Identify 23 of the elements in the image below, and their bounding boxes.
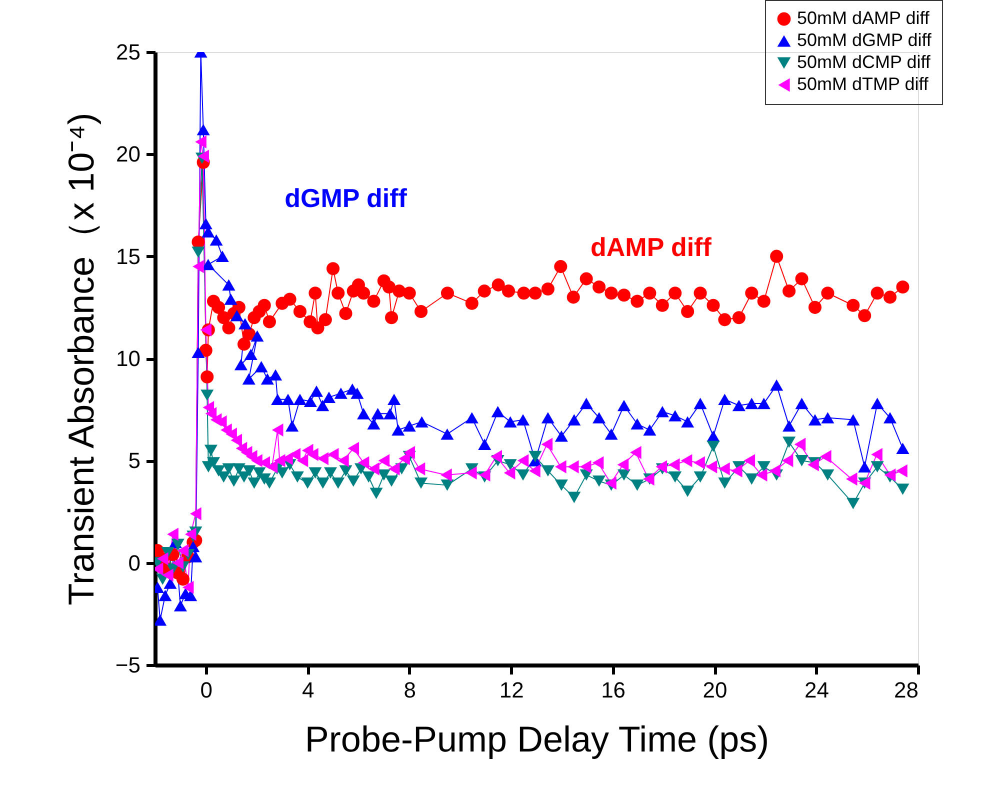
- x-tick-label: 28: [894, 678, 918, 702]
- x-tick-label: 24: [804, 678, 830, 702]
- annotation: dAMP diff: [590, 232, 712, 262]
- y-tick-label: 10: [116, 346, 140, 371]
- x-tick-label: 8: [404, 678, 416, 702]
- y-tick-label: 15: [116, 244, 140, 269]
- y-tick-label: −5: [115, 652, 140, 678]
- x-tick-label: 20: [702, 678, 728, 702]
- legend-label: 50mM dTMP diff: [797, 74, 930, 94]
- y-tick-label: 0: [128, 550, 140, 576]
- y-tick-label: 5: [128, 448, 140, 474]
- x-tick-label: 4: [302, 678, 314, 702]
- x-tick-label: 0: [200, 678, 212, 702]
- x-tick-label: 12: [499, 678, 524, 702]
- x-axis-title: Probe-Pump Delay Time (ps): [304, 718, 770, 760]
- y-tick-label: 25: [116, 40, 140, 64]
- annotation: dGMP diff: [284, 183, 408, 214]
- x-tick-label: 16: [601, 678, 626, 702]
- legend-label: 50mM dCMP diff: [797, 52, 932, 72]
- legend-label: 50mM dAMP diff: [797, 8, 930, 28]
- legend-label: 50mM dGMP diff: [797, 30, 932, 50]
- y-axis-title: Transient Absorbance（x 10⁻⁴): [60, 112, 102, 606]
- y-tick-label: 20: [116, 142, 140, 167]
